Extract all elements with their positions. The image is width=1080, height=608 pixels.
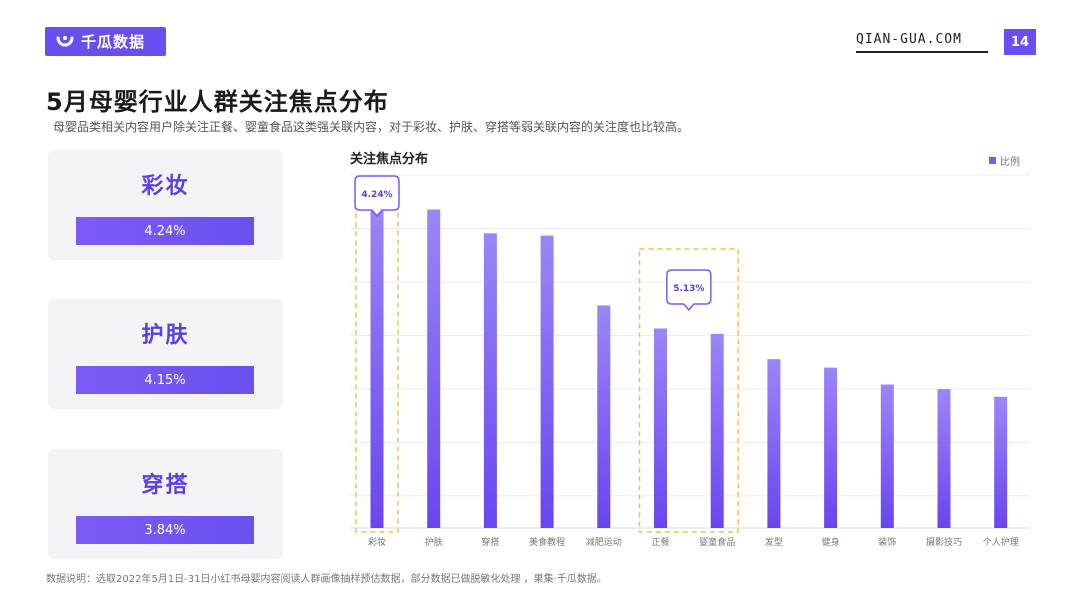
x-tick-label: 摄影技巧	[926, 536, 962, 548]
card-label: 彩妆	[141, 174, 190, 199]
logo-mark-icon	[56, 35, 74, 46]
chart-legend: 比例	[989, 153, 1020, 168]
legend-swatch	[989, 157, 996, 164]
x-tick-label: 健身	[822, 536, 840, 548]
x-tick-label: 美食教程	[529, 536, 565, 548]
footnote: 数据说明：选取2022年5月1日-31日小红书母婴内容阅读人群画像抽样预估数据，…	[46, 574, 607, 585]
x-tick-label: 个人护理	[983, 536, 1019, 548]
highlight-card-skincare: 护肤 4.15%	[48, 299, 283, 409]
callout-label: 5.13%	[673, 284, 704, 294]
bar	[937, 389, 951, 528]
card-value: 4.15%	[76, 366, 254, 394]
highlight-card-outfit: 穿搭 3.84%	[48, 449, 283, 559]
bar	[540, 235, 554, 529]
brand-name: 千瓜数据	[81, 33, 146, 51]
x-tick-label: 装饰	[878, 536, 896, 548]
bar	[654, 328, 667, 528]
page-subtitle: 母婴品类相关内容用户除关注正餐、婴童食品这类强关联内容，对于彩妆、护肤、穿搭等弱…	[53, 120, 690, 134]
card-value: 3.84%	[76, 516, 254, 544]
x-tick-label: 护肤	[425, 536, 443, 548]
x-tick-label: 穿搭	[481, 536, 499, 548]
page-title: 5月母婴行业人群关注焦点分布	[46, 88, 389, 116]
x-tick-label: 减肥运动	[586, 536, 622, 548]
bar	[597, 305, 611, 528]
bar	[483, 233, 497, 529]
card-label: 穿搭	[141, 473, 190, 498]
page-number: 14	[1004, 29, 1036, 55]
callout-bubble	[666, 269, 712, 312]
bar	[370, 202, 384, 528]
bar	[427, 209, 441, 529]
x-tick-label: 发型	[765, 536, 783, 548]
bar	[994, 396, 1008, 528]
bar	[767, 359, 781, 528]
x-tick-label: 彩妆	[368, 536, 386, 548]
highlight-card-makeup: 彩妆 4.24%	[48, 150, 283, 260]
x-tick-label: 正餐	[651, 536, 669, 548]
bar	[880, 384, 894, 528]
chart-title: 关注焦点分布	[350, 152, 429, 167]
brand-logo: 千瓜数据	[45, 27, 166, 56]
card-value: 4.24%	[76, 217, 254, 245]
bar	[824, 367, 838, 528]
highlight-box	[638, 248, 739, 533]
bar	[710, 333, 724, 528]
callout-bubble	[354, 175, 400, 218]
x-tick-label: 婴童食品	[699, 536, 735, 548]
site-url: QIAN-GUA.COM	[856, 32, 988, 53]
legend-label: 比例	[1000, 157, 1020, 168]
card-label: 护肤	[141, 323, 190, 348]
callout-label: 4.24%	[361, 190, 392, 200]
